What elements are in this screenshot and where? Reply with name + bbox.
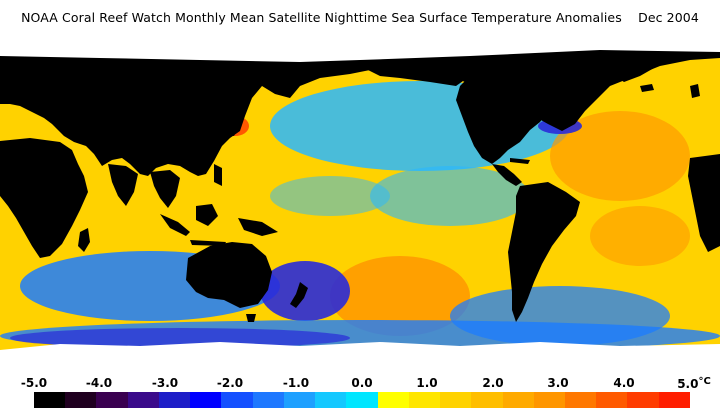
map-title: NOAA Coral Reef Watch Monthly Mean Satel… — [21, 10, 699, 25]
legend-tick-label: -2.0 — [216, 376, 244, 390]
color-legend: -5.0 -4.0 -3.0 -2.0 -1.0 0.0 1.0 2.0 3.0… — [0, 372, 720, 411]
legend-max-value: 5.0 — [677, 377, 699, 391]
landmass-madagascar — [78, 228, 90, 252]
landmass-tasmania — [246, 314, 256, 322]
landmass-new-zealand — [290, 282, 308, 308]
colorbar-swatch — [221, 392, 253, 408]
colorbar-swatch — [346, 392, 378, 408]
colorbar-swatch — [283, 392, 316, 408]
cool-anomaly-east-pacific — [370, 166, 530, 226]
cold-anomaly-southern-ocean — [10, 328, 350, 348]
landmass-java — [190, 240, 226, 246]
landmass-greenland — [600, 50, 660, 82]
legend-tick-label: 0.0 — [351, 376, 373, 390]
legend-tick-label: -5.0 — [20, 376, 48, 390]
sea-ice — [0, 46, 720, 370]
legend-unit: °C — [698, 376, 711, 387]
sst-anomaly-map — [0, 46, 720, 370]
landmass-japan — [226, 108, 240, 136]
landmass-cuba — [510, 158, 530, 164]
legend-tick-label: 3.0 — [547, 376, 569, 390]
legend-tick-label: 2.0 — [482, 376, 504, 390]
legend-tick-label: -1.0 — [282, 376, 310, 390]
colorbar-swatch — [127, 392, 159, 408]
landmass-north-america — [456, 66, 600, 164]
legend-colorbar — [34, 392, 690, 408]
landmass-uk — [690, 84, 700, 98]
colorbar-swatch — [377, 392, 409, 408]
colorbar-swatch — [158, 392, 191, 408]
colorbar-swatch — [408, 392, 441, 408]
landmass-borneo — [196, 204, 218, 226]
land-masses — [0, 46, 720, 322]
legend-tick-label: -4.0 — [85, 376, 113, 390]
colorbar-swatch — [533, 392, 565, 408]
colorbar-swatch — [190, 392, 222, 408]
colorbar-swatch — [34, 392, 66, 408]
landmass-philippines — [214, 164, 222, 186]
landmass-central-america — [492, 164, 522, 186]
landmass-alaska — [360, 64, 470, 86]
legend-tick-label: 1.0 — [416, 376, 438, 390]
world-map-svg — [0, 46, 720, 370]
legend-tick-label: -3.0 — [151, 376, 179, 390]
landmass-africa — [0, 138, 88, 258]
landmass-australia — [186, 242, 272, 308]
cool-anomaly-tropical-pacific — [270, 176, 390, 216]
colorbar-swatch — [252, 392, 284, 408]
colorbar-swatch — [564, 392, 597, 408]
landmass-south-america — [508, 182, 580, 322]
colorbar-swatch — [658, 392, 690, 408]
landmass-india — [108, 164, 138, 206]
colorbar-swatch — [440, 392, 472, 408]
warm-anomaly-equatorial-atlantic — [590, 206, 690, 266]
arctic-ice — [0, 46, 720, 62]
colorbar-swatch — [96, 392, 128, 408]
warm-anomaly-south-pacific — [330, 256, 470, 336]
landmass-sumatra — [160, 214, 190, 236]
colorbar-swatch — [596, 392, 628, 408]
colorbar-swatch — [502, 392, 534, 408]
legend-tick-label: 4.0 — [613, 376, 635, 390]
warm-anomaly-north-atlantic — [550, 111, 690, 201]
legend-tick-label-max: 5.0°C — [677, 376, 711, 391]
colorbar-swatch — [65, 392, 97, 408]
landmass-africa-east — [688, 154, 720, 252]
landmass-iceland — [640, 84, 654, 92]
colorbar-swatch — [471, 392, 503, 408]
colorbar-swatch — [315, 392, 347, 408]
colorbar-swatch — [627, 392, 659, 408]
antarctic-ice — [0, 342, 720, 370]
landmass-southeast-asia — [150, 170, 180, 208]
landmass-new-guinea — [238, 218, 278, 236]
